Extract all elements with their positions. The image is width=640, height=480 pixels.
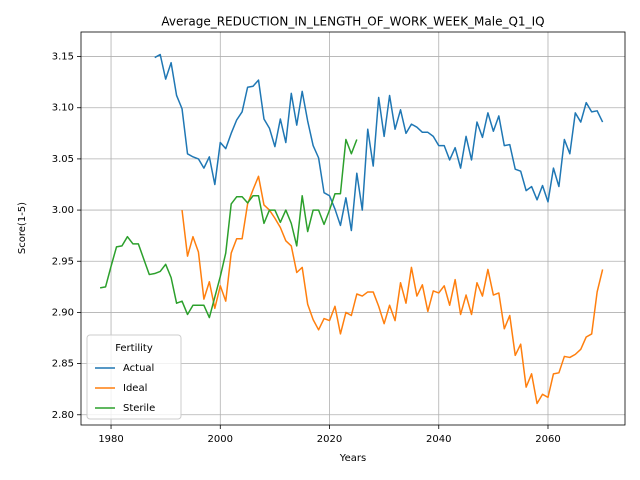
legend-title: Fertility — [115, 343, 153, 354]
data-line — [154, 53, 604, 232]
x-tick-label: 1980 — [98, 434, 123, 445]
chart-title: Average_REDUCTION_IN_LENGTH_OF_WORK_WEEK… — [161, 15, 544, 29]
legend-label: Sterile — [123, 403, 155, 414]
y-axis-label: Score(1-5) — [17, 202, 28, 254]
y-tick-label: 2.80 — [52, 410, 74, 421]
y-tick-label: 2.90 — [52, 307, 74, 318]
y-tick-label: 3.10 — [52, 103, 74, 114]
y-tick-label: 2.95 — [52, 256, 74, 267]
x-tick-label: 2040 — [426, 434, 451, 445]
legend-label: Actual — [123, 363, 154, 374]
y-tick-label: 3.15 — [52, 52, 74, 63]
data-line — [99, 138, 358, 319]
x-tick-label: 2000 — [208, 434, 233, 445]
legend: Fertility Actual Ideal Sterile — [86, 334, 182, 420]
legend-label: Ideal — [123, 383, 147, 394]
x-tick-label: 2020 — [317, 434, 342, 445]
y-tick-label: 2.85 — [52, 359, 74, 370]
x-tick-label: 2060 — [535, 434, 560, 445]
y-tick-label: 3.05 — [52, 154, 74, 165]
data-line — [181, 175, 604, 405]
legend-box — [86, 334, 182, 420]
plot-frame — [80, 31, 626, 426]
x-axis-label: Years — [339, 453, 366, 464]
y-tick-label: 3.00 — [52, 205, 74, 216]
